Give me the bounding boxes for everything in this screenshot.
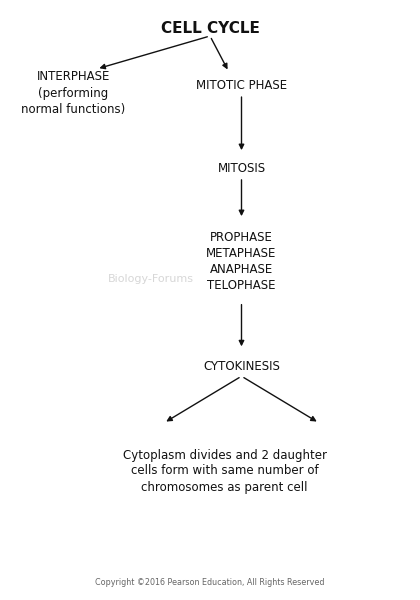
Text: CELL CYCLE: CELL CYCLE: [160, 20, 260, 36]
Text: MITOTIC PHASE: MITOTIC PHASE: [196, 79, 287, 92]
Text: Biology-Forums: Biology-Forums: [108, 274, 194, 284]
Text: Copyright ©2016 Pearson Education, All Rights Reserved: Copyright ©2016 Pearson Education, All R…: [95, 578, 325, 587]
Text: INTERPHASE
(performing
normal functions): INTERPHASE (performing normal functions): [21, 70, 126, 115]
Text: MITOSIS: MITOSIS: [218, 161, 265, 175]
Text: Cytoplasm divides and 2 daughter
cells form with same number of
chromosomes as p: Cytoplasm divides and 2 daughter cells f…: [123, 449, 327, 493]
Text: CYTOKINESIS: CYTOKINESIS: [203, 359, 280, 373]
Text: PROPHASE
METAPHASE
ANAPHASE
TELOPHASE: PROPHASE METAPHASE ANAPHASE TELOPHASE: [206, 230, 277, 292]
